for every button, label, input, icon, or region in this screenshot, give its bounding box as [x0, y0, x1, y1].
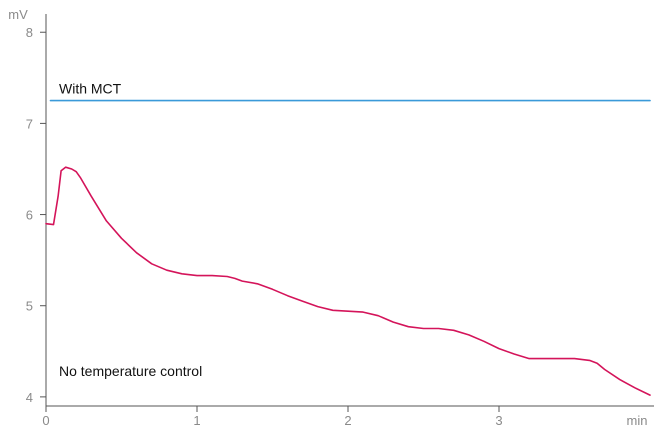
y-tick-label: 5	[26, 299, 33, 314]
series-line	[45, 166, 651, 396]
x-tick-label: 1	[193, 413, 200, 428]
series-label: With MCT	[59, 81, 122, 97]
y-tick-label: 6	[26, 208, 33, 223]
series-group	[45, 99, 651, 396]
x-tick-label: 0	[42, 413, 49, 428]
y-tick-label: 4	[26, 390, 33, 405]
x-unit-label: min	[627, 413, 648, 428]
x-tick-label: 3	[495, 413, 502, 428]
tick-group: 4 5 6 7 8 0 1 2 3	[26, 25, 503, 428]
x-tick-label: 2	[344, 413, 351, 428]
series-label-group: With MCT No temperature control	[59, 81, 202, 379]
y-unit-label: mV	[8, 7, 28, 22]
y-tick-label: 7	[26, 116, 33, 131]
y-tick-label: 8	[26, 25, 33, 40]
series-label: No temperature control	[59, 363, 202, 379]
